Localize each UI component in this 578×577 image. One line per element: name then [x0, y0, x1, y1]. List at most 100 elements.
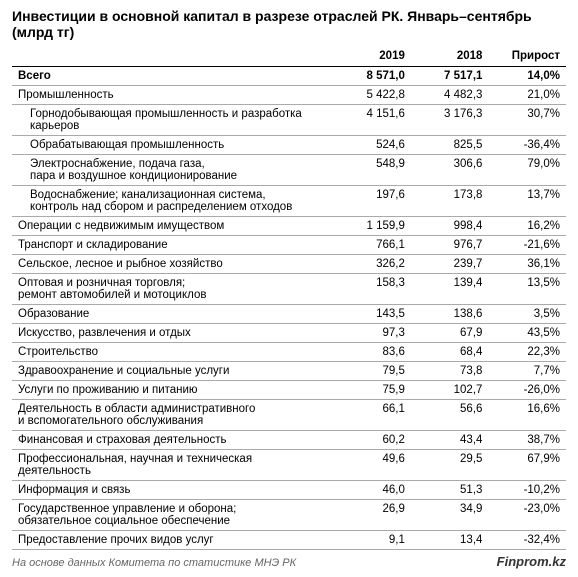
row-value: -23,0%	[488, 500, 566, 531]
row-value: 73,8	[411, 362, 489, 381]
row-label: Всего	[12, 67, 333, 86]
footer-source: На основе данных Комитета по статистике …	[12, 557, 296, 569]
row-label: Государственное управление и оборона;обя…	[12, 500, 333, 531]
row-value: 306,6	[411, 155, 489, 186]
row-value: 158,3	[333, 274, 411, 305]
row-value: 83,6	[333, 343, 411, 362]
row-value: 7 517,1	[411, 67, 489, 86]
row-value: 4 482,3	[411, 86, 489, 105]
row-value: 139,4	[411, 274, 489, 305]
row-value: 102,7	[411, 381, 489, 400]
row-label: Сельское, лесное и рыбное хозяйство	[12, 255, 333, 274]
row-label: Промышленность	[12, 86, 333, 105]
table-row: Искусство, развлечения и отдых97,367,943…	[12, 324, 566, 343]
row-value: 548,9	[333, 155, 411, 186]
row-value: 524,6	[333, 136, 411, 155]
row-label: Искусство, развлечения и отдых	[12, 324, 333, 343]
row-value: 34,9	[411, 500, 489, 531]
row-label: Образование	[12, 305, 333, 324]
table-row: Оптовая и розничная торговля;ремонт авто…	[12, 274, 566, 305]
table-row: Государственное управление и оборона;обя…	[12, 500, 566, 531]
row-value: 173,8	[411, 186, 489, 217]
row-label: Деятельность в области административного…	[12, 400, 333, 431]
table-row: Деятельность в области административного…	[12, 400, 566, 431]
row-value: 3 176,3	[411, 105, 489, 136]
row-value: 49,6	[333, 450, 411, 481]
investments-table: 2019 2018 Прирост Всего8 571,07 517,114,…	[12, 46, 566, 550]
row-value: 43,5%	[488, 324, 566, 343]
row-value: -32,4%	[488, 531, 566, 550]
table-row: Электроснабжение, подача газа,пара и воз…	[12, 155, 566, 186]
row-value: 3,5%	[488, 305, 566, 324]
row-value: 766,1	[333, 236, 411, 255]
row-value: -36,4%	[488, 136, 566, 155]
row-value: 43,4	[411, 431, 489, 450]
row-value: -10,2%	[488, 481, 566, 500]
row-value: 197,6	[333, 186, 411, 217]
table-row: Услуги по проживанию и питанию75,9102,7-…	[12, 381, 566, 400]
row-value: 1 159,9	[333, 217, 411, 236]
row-value: 46,0	[333, 481, 411, 500]
table-row: Водоснабжение; канализационная система,к…	[12, 186, 566, 217]
row-value: 75,9	[333, 381, 411, 400]
table-row: Промышленность5 422,84 482,321,0%	[12, 86, 566, 105]
row-label: Электроснабжение, подача газа,пара и воз…	[12, 155, 333, 186]
row-value: 16,2%	[488, 217, 566, 236]
table-row: Здравоохранение и социальные услуги79,57…	[12, 362, 566, 381]
col-header-label	[12, 46, 333, 67]
row-value: 26,9	[333, 500, 411, 531]
table-row: Образование143,5138,63,5%	[12, 305, 566, 324]
row-value: 239,7	[411, 255, 489, 274]
table-row: Информация и связь46,051,3-10,2%	[12, 481, 566, 500]
row-value: 14,0%	[488, 67, 566, 86]
row-value: 976,7	[411, 236, 489, 255]
row-label: Финансовая и страховая деятельность	[12, 431, 333, 450]
row-value: 51,3	[411, 481, 489, 500]
row-value: 79,5	[333, 362, 411, 381]
row-value: 7,7%	[488, 362, 566, 381]
table-row: Обрабатывающая промышленность524,6825,5-…	[12, 136, 566, 155]
row-value: 68,4	[411, 343, 489, 362]
row-value: 9,1	[333, 531, 411, 550]
row-value: 138,6	[411, 305, 489, 324]
row-label: Водоснабжение; канализационная система,к…	[12, 186, 333, 217]
row-value: 8 571,0	[333, 67, 411, 86]
row-value: 16,6%	[488, 400, 566, 431]
row-value: 60,2	[333, 431, 411, 450]
row-label: Услуги по проживанию и питанию	[12, 381, 333, 400]
table-row: Сельское, лесное и рыбное хозяйство326,2…	[12, 255, 566, 274]
row-label: Оптовая и розничная торговля;ремонт авто…	[12, 274, 333, 305]
row-value: 21,0%	[488, 86, 566, 105]
footer-brand: Finprom.kz	[497, 554, 566, 569]
col-header-2019: 2019	[333, 46, 411, 67]
row-value: 36,1%	[488, 255, 566, 274]
row-value: 22,3%	[488, 343, 566, 362]
row-label: Предоставление прочих видов услуг	[12, 531, 333, 550]
table-row: Всего8 571,07 517,114,0%	[12, 67, 566, 86]
table-row: Строительство83,668,422,3%	[12, 343, 566, 362]
row-value: 67,9%	[488, 450, 566, 481]
table-row: Транспорт и складирование766,1976,7-21,6…	[12, 236, 566, 255]
row-label: Информация и связь	[12, 481, 333, 500]
table-row: Горнодобывающая промышленность и разрабо…	[12, 105, 566, 136]
row-label: Здравоохранение и социальные услуги	[12, 362, 333, 381]
row-value: 79,0%	[488, 155, 566, 186]
table-title: Инвестиции в основной капитал в разрезе …	[12, 8, 566, 46]
col-header-growth: Прирост	[488, 46, 566, 67]
row-value: 998,4	[411, 217, 489, 236]
row-value: 13,7%	[488, 186, 566, 217]
row-label: Горнодобывающая промышленность и разрабо…	[12, 105, 333, 136]
row-value: 38,7%	[488, 431, 566, 450]
col-header-2018: 2018	[411, 46, 489, 67]
row-value: 66,1	[333, 400, 411, 431]
table-row: Операции с недвижимым имуществом1 159,99…	[12, 217, 566, 236]
row-value: 67,9	[411, 324, 489, 343]
row-label: Обрабатывающая промышленность	[12, 136, 333, 155]
row-value: 30,7%	[488, 105, 566, 136]
row-value: 29,5	[411, 450, 489, 481]
row-label: Операции с недвижимым имуществом	[12, 217, 333, 236]
row-value: 4 151,6	[333, 105, 411, 136]
row-value: 97,3	[333, 324, 411, 343]
row-value: 13,5%	[488, 274, 566, 305]
row-value: 5 422,8	[333, 86, 411, 105]
